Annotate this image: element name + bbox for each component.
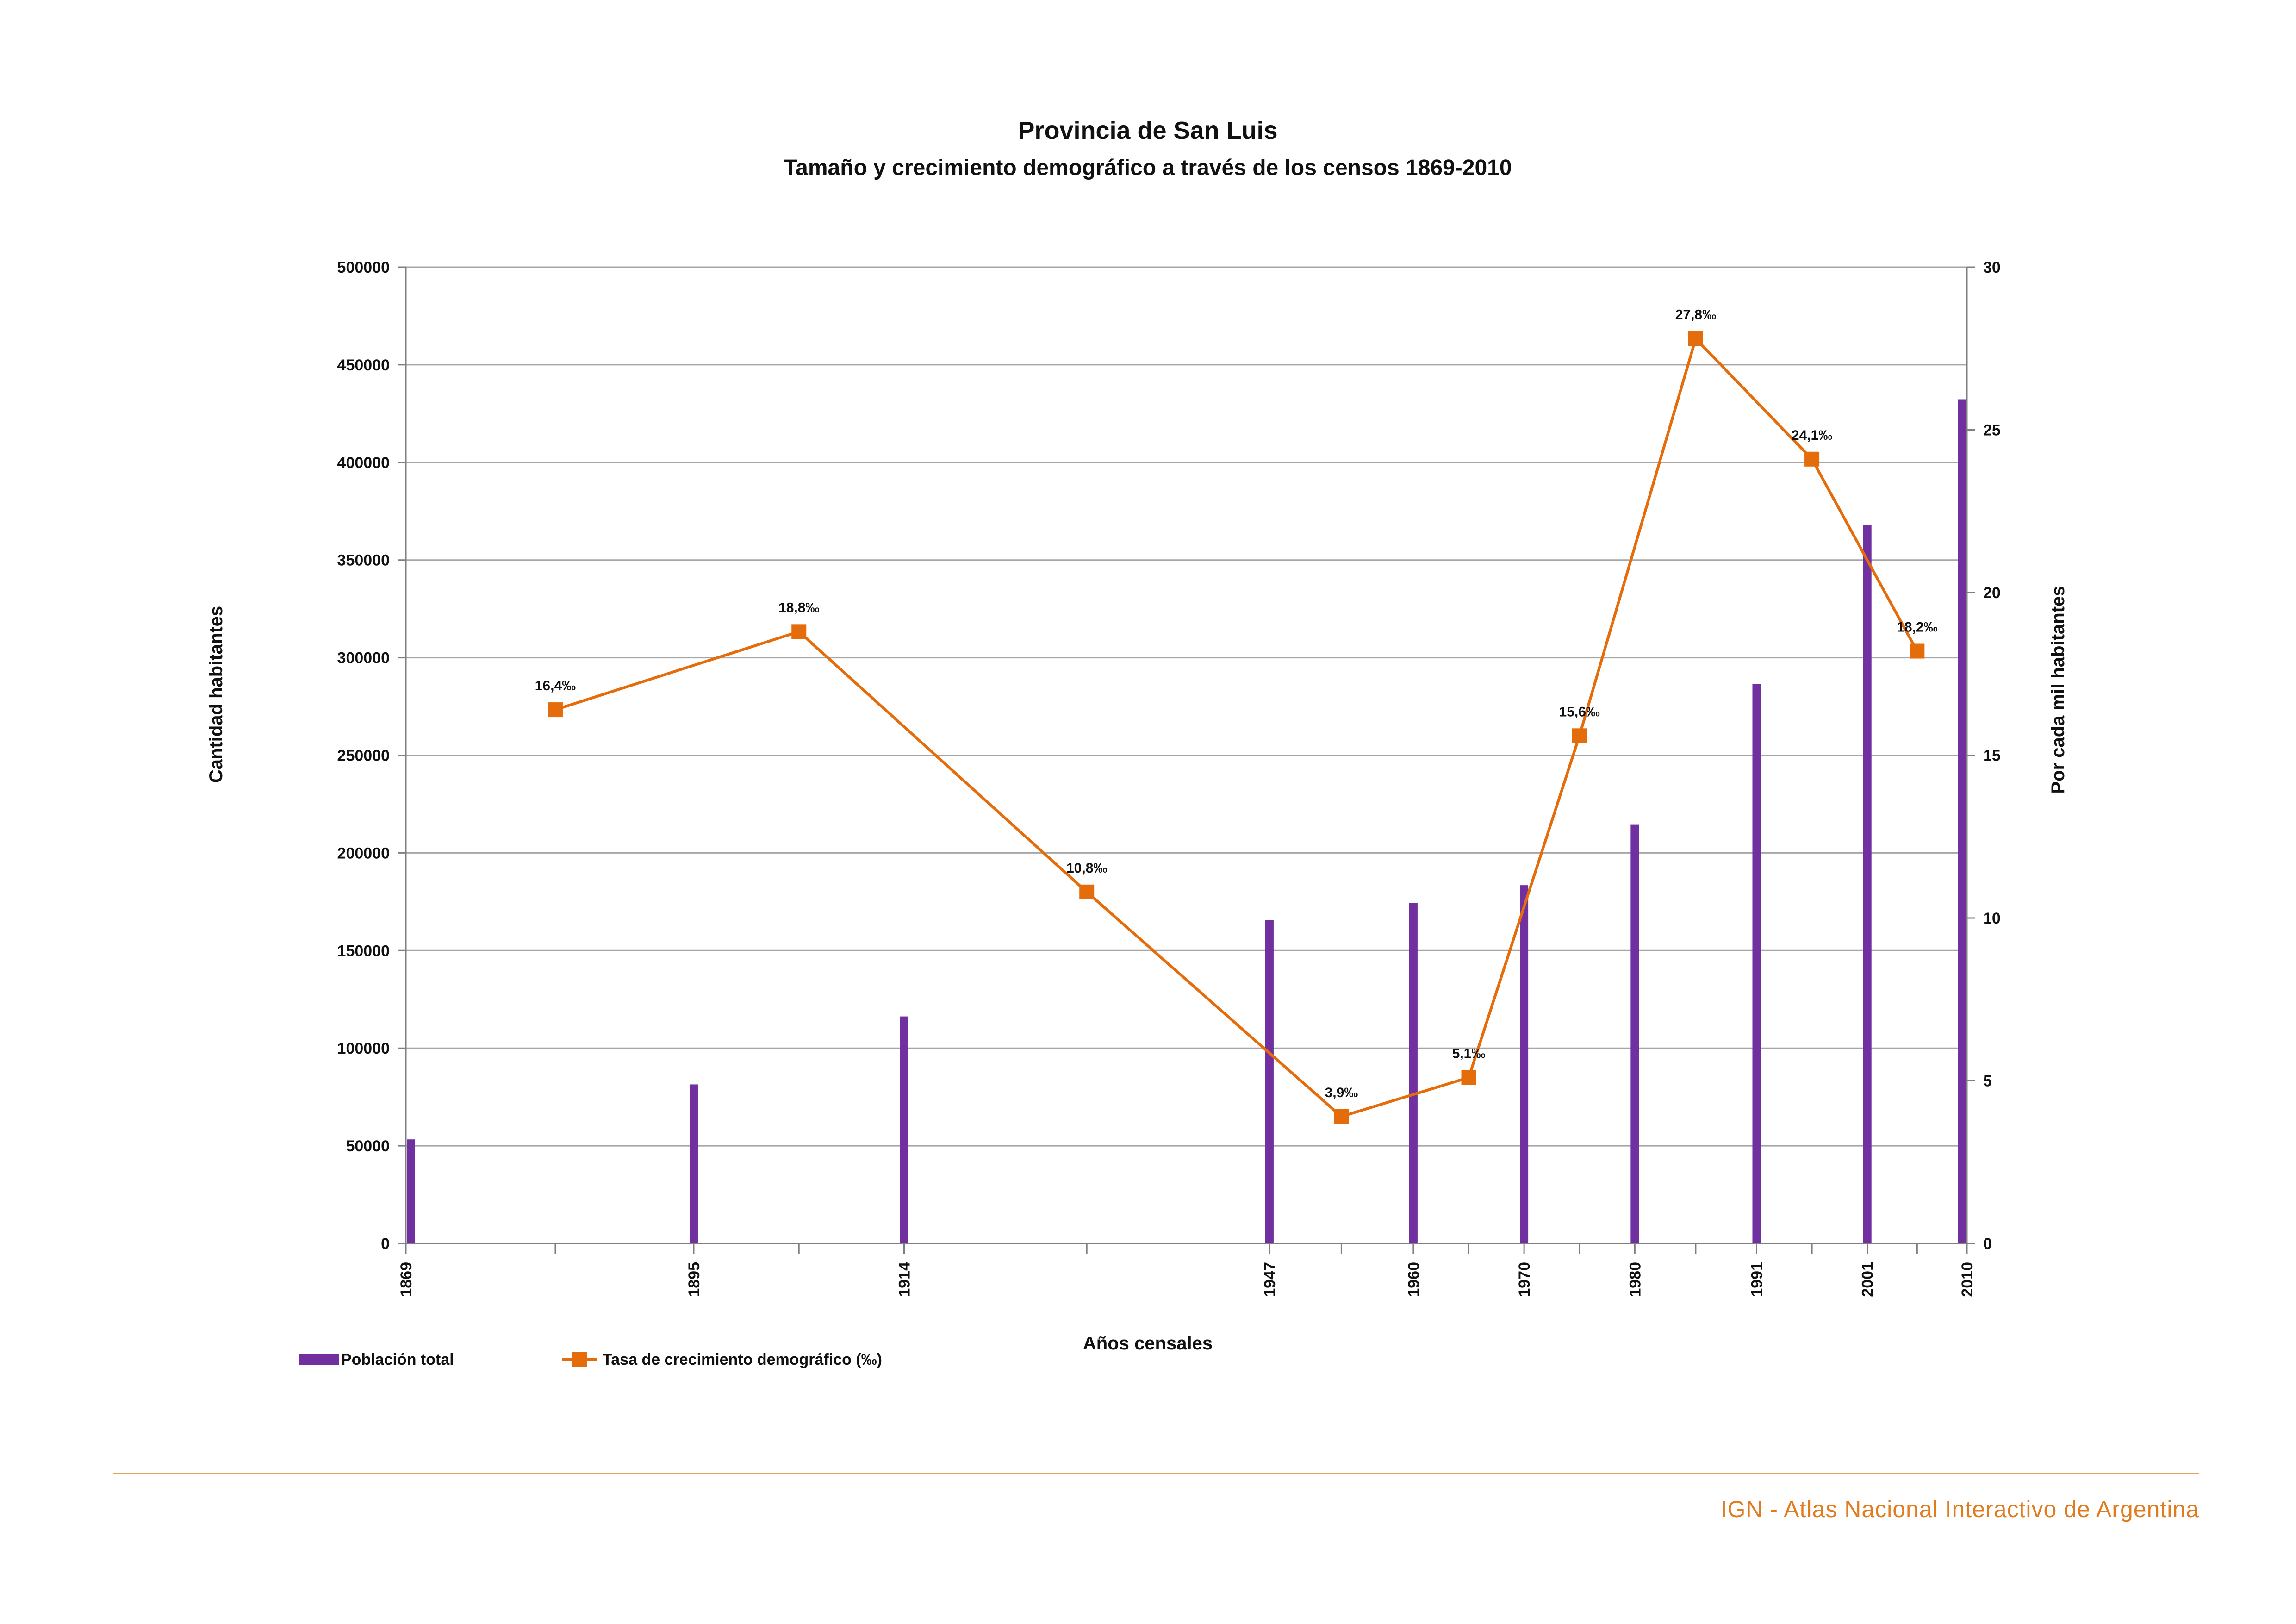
rate-marker-7 (1804, 451, 1820, 467)
rate-marker-3 (1334, 1109, 1349, 1124)
x-tick-label-1970: 1970 (1516, 1262, 1533, 1297)
rate-marker-8 (1910, 643, 1925, 659)
rate-data-label-1: 18,8‰ (778, 600, 819, 615)
chart-subtitle: Tamaño y crecimiento demográfico a travé… (784, 156, 1512, 180)
legend: Población total Tasa de crecimiento demo… (299, 1351, 882, 1368)
bar-2001 (1863, 525, 1872, 1243)
y-axis-left-label: Cantidad habitantes (206, 606, 226, 783)
rate-data-label-3: 3,9‰ (1325, 1085, 1358, 1100)
grid-lines (406, 266, 1967, 1147)
rate-marker-0 (548, 702, 563, 718)
y-left-tick-label-350000: 350000 (337, 552, 390, 569)
bar-1970 (1520, 885, 1529, 1243)
legend-swatch-population (299, 1354, 339, 1365)
rate-data-label-8: 18,2‰ (1897, 620, 1937, 635)
rate-data-label-7: 24,1‰ (1792, 428, 1832, 443)
rate-data-label-4: 5,1‰ (1452, 1046, 1486, 1061)
bar-1914 (900, 1016, 908, 1243)
rate-data-label-0: 16,4‰ (535, 678, 576, 693)
y-right-tick-label-0: 0 (1983, 1235, 1992, 1253)
y-right-tick-label-5: 5 (1983, 1073, 1992, 1090)
y-left-tick-label-250000: 250000 (337, 747, 390, 765)
x-tick-label-2001: 2001 (1859, 1262, 1877, 1297)
rate-data-label-6: 27,8‰ (1675, 307, 1716, 323)
x-axis-label: Años censales (1083, 1333, 1213, 1354)
y-axis-right-label: Por cada mil habitantes (2048, 586, 2068, 793)
rate-data-label-2: 10,8‰ (1066, 861, 1107, 876)
growth-rate-polyline (555, 337, 1918, 1118)
rate-marker-6 (1688, 331, 1703, 346)
tick-labels: 0 50000 100000 150000 200000 250000 300000 3500… (337, 259, 2001, 1297)
y-left-tick-label-500000: 500000 (337, 259, 390, 276)
x-tick-label-1947: 1947 (1261, 1262, 1279, 1297)
x-tick-label-1895: 1895 (685, 1262, 703, 1297)
growth-rate-line (548, 331, 1925, 1124)
footer-credit: IGN - Atlas Nacional Interactivo de Arge… (1721, 1496, 2199, 1522)
x-tick-label-1869: 1869 (398, 1262, 415, 1297)
y-left-tick-label-300000: 300000 (337, 650, 390, 667)
x-tick-label-1960: 1960 (1405, 1262, 1423, 1297)
bar-1947 (1265, 920, 1274, 1243)
y-left-tick-label-150000: 150000 (337, 942, 390, 960)
y-left-tick-label-450000: 450000 (337, 356, 390, 374)
bar-2010 (1958, 399, 1966, 1244)
y-right-tick-label-15: 15 (1983, 747, 2001, 765)
rate-data-label-5: 15,6‰ (1559, 704, 1600, 719)
bar-1869 (407, 1139, 415, 1243)
rate-marker-5 (1572, 728, 1587, 743)
y-right-tick-label-25: 25 (1983, 422, 2001, 439)
bar-1895 (689, 1084, 698, 1243)
rate-marker-2 (1079, 884, 1095, 899)
bar-1980 (1630, 824, 1639, 1243)
legend-label-rate: Tasa de crecimiento demográfico (‰) (603, 1351, 882, 1368)
y-right-tick-label-30: 30 (1983, 259, 2001, 276)
legend-label-population: Población total (341, 1351, 454, 1368)
bar-1960 (1409, 903, 1418, 1243)
y-right-tick-label-10: 10 (1983, 910, 2001, 927)
x-tick-label-2010: 2010 (1959, 1262, 1976, 1297)
chart-title: Provincia de San Luis (1018, 117, 1277, 144)
y-left-tick-label-200000: 200000 (337, 844, 390, 862)
y-left-tick-label-100000: 100000 (337, 1040, 390, 1057)
x-tick-label-1914: 1914 (896, 1262, 913, 1297)
y-right-tick-label-20: 20 (1983, 584, 2001, 602)
population-bars (407, 399, 1966, 1244)
y-left-tick-label-0: 0 (381, 1235, 390, 1253)
y-left-tick-label-50000: 50000 (346, 1137, 390, 1155)
data-labels: 16,4‰ 18,8‰ 10,8‰ 3,9‰ 5,1‰ 15,6‰ 27,8‰ 24,1‰ 18… (535, 307, 1938, 1100)
rate-marker-4 (1461, 1070, 1476, 1085)
axes (398, 266, 1975, 1254)
y-left-tick-label-400000: 400000 (337, 454, 390, 472)
x-tick-label-1991: 1991 (1748, 1262, 1766, 1297)
legend-swatch-rate-marker (572, 1352, 587, 1367)
x-tick-label-1980: 1980 (1626, 1262, 1644, 1297)
bar-1991 (1752, 684, 1761, 1243)
rate-marker-1 (791, 624, 807, 639)
